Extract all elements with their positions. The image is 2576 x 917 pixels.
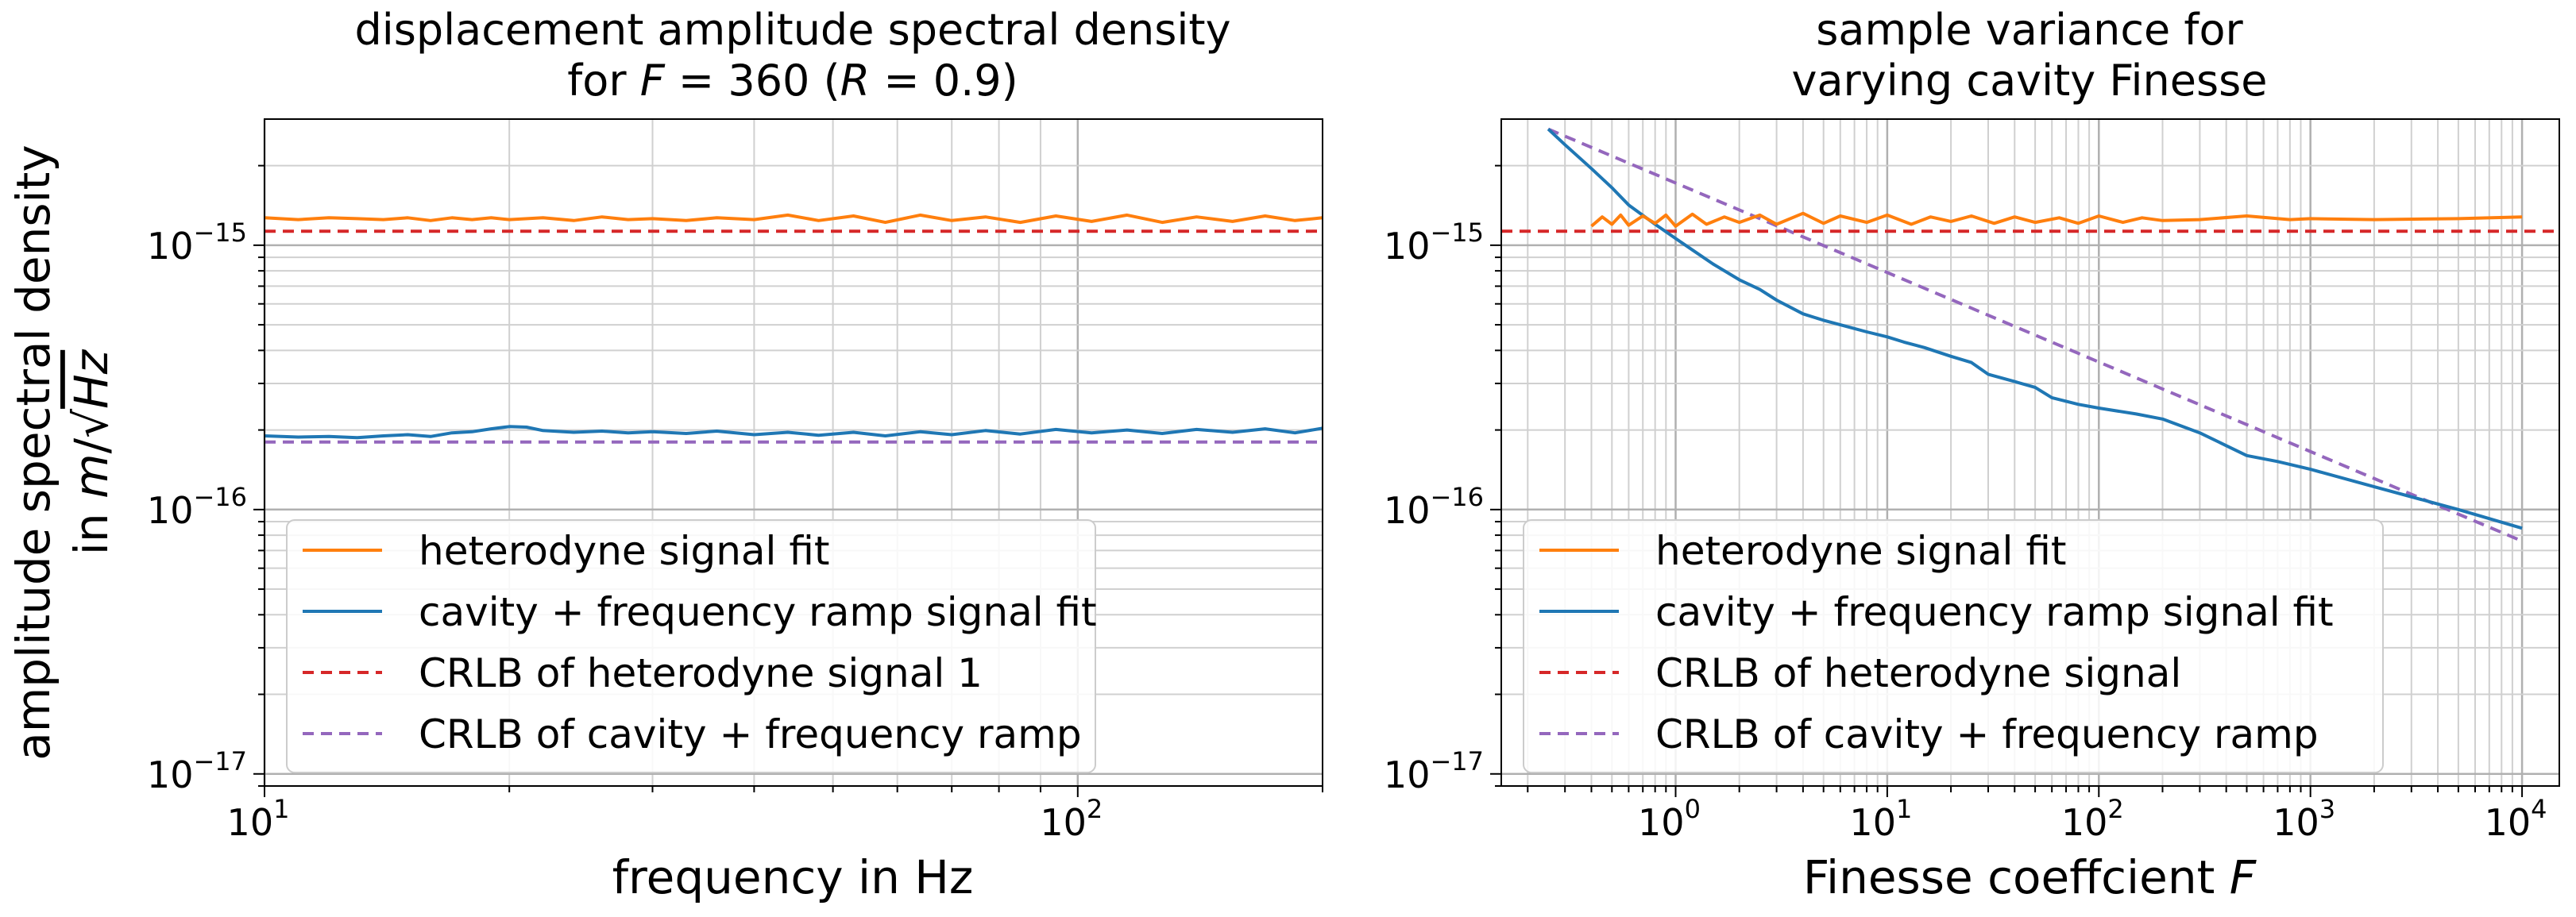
left-series-line-1 — [264, 425, 1323, 440]
left-ylabel-units: in m/√Hz — [64, 349, 118, 555]
right-xtick-label-1: 101 — [1849, 794, 1912, 844]
right-series-line-1 — [1547, 128, 2523, 530]
left-xtick-label-1: 102 — [1040, 794, 1103, 844]
left-ylabel-line2: in m/√Hz — [64, 349, 118, 555]
left-ytick-label-0: 10−15 — [147, 218, 247, 268]
left-plot-frame — [264, 118, 1323, 787]
right-title-line2: varying cavity Finesse — [1792, 56, 2268, 106]
right-legend-label-2: CRLB of heterodyne signal — [1655, 650, 2181, 696]
right-series-line-3 — [1547, 127, 2523, 543]
right-series-line-0 — [1590, 211, 2523, 228]
right-xtick-label-3: 103 — [2273, 794, 2335, 844]
right-ytick-label-1: 10−16 — [1384, 482, 1484, 532]
right-plot-frame — [1500, 118, 2560, 787]
right-legend-label-3: CRLB of cavity + frequency ramp — [1655, 711, 2319, 757]
right-panel: sample variance for varying cavity Fines… — [1384, 5, 2560, 904]
left-ytick-label-2: 10−17 — [147, 746, 247, 796]
right-ytick-label-0: 10−15 — [1384, 218, 1484, 268]
left-xtick-label-0: 101 — [227, 794, 290, 844]
right-title-line1: sample variance for — [1816, 5, 2243, 55]
right-ticks: 100 101 102 103 104 10−15 10−16 10−17 — [1384, 164, 2547, 844]
right-legend-label-1: cavity + frequency ramp signal fit — [1655, 589, 2334, 635]
right-xtick-label-4: 104 — [2485, 794, 2547, 844]
right-legend: heterodyne signal fit cavity + frequency… — [1523, 519, 2384, 773]
right-xlabel: Finesse coeffcient F — [1803, 850, 2257, 904]
right-series — [1501, 127, 2559, 543]
left-legend: heterodyne signal fit cavity + frequency… — [286, 519, 1097, 773]
right-xtick-label-2: 102 — [2061, 794, 2124, 844]
left-ylabel: amplitude spectral density — [6, 144, 60, 760]
left-ylabel-line1: amplitude spectral density — [6, 144, 60, 760]
left-title-line2: for F = 360 (R = 0.9) — [567, 56, 1018, 106]
left-legend-box — [286, 519, 1096, 773]
left-series-line-0 — [264, 213, 1323, 225]
right-legend-box — [1523, 519, 2384, 773]
left-panel: displacement amplitude spectral density … — [6, 5, 1323, 904]
left-title-line1: displacement amplitude spectral density — [354, 5, 1230, 55]
right-legend-label-0: heterodyne signal fit — [1655, 528, 2066, 574]
left-ticks: 101 102 10−15 10−16 10−17 — [147, 164, 1323, 844]
right-ytick-label-2: 10−17 — [1384, 746, 1484, 796]
left-legend-label-3: CRLB of cavity + frequency ramp — [419, 711, 1082, 757]
left-ytick-label-1: 10−16 — [147, 482, 247, 532]
left-legend-label-0: heterodyne signal fit — [419, 528, 829, 574]
left-legend-label-2: CRLB of heterodyne signal 1 — [419, 650, 983, 696]
right-xtick-label-0: 100 — [1638, 794, 1701, 844]
left-series — [264, 213, 1323, 444]
left-xlabel: frequency in Hz — [612, 850, 974, 904]
left-legend-label-1: cavity + frequency ramp signal fit — [419, 589, 1097, 635]
